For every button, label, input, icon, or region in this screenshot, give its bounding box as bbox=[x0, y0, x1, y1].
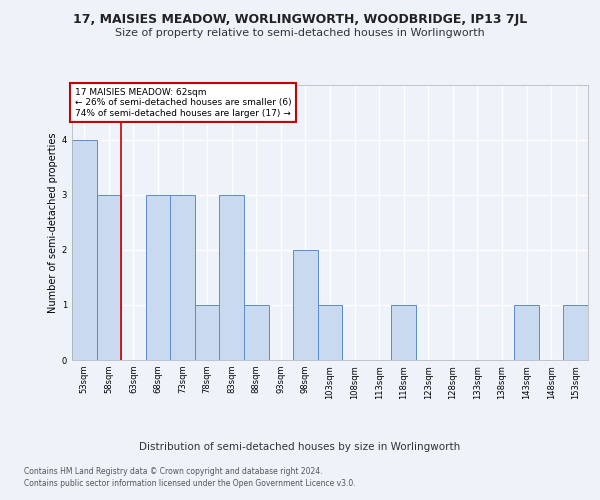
Bar bbox=[563, 305, 588, 360]
Bar bbox=[244, 305, 269, 360]
Text: Contains HM Land Registry data © Crown copyright and database right 2024.: Contains HM Land Registry data © Crown c… bbox=[24, 468, 323, 476]
Bar bbox=[97, 195, 121, 360]
Text: 17, MAISIES MEADOW, WORLINGWORTH, WOODBRIDGE, IP13 7JL: 17, MAISIES MEADOW, WORLINGWORTH, WOODBR… bbox=[73, 12, 527, 26]
Bar bbox=[318, 305, 342, 360]
Text: Distribution of semi-detached houses by size in Worlingworth: Distribution of semi-detached houses by … bbox=[139, 442, 461, 452]
Bar bbox=[220, 195, 244, 360]
Bar bbox=[170, 195, 195, 360]
Bar bbox=[293, 250, 318, 360]
Bar bbox=[146, 195, 170, 360]
Y-axis label: Number of semi-detached properties: Number of semi-detached properties bbox=[47, 132, 58, 313]
Text: Contains public sector information licensed under the Open Government Licence v3: Contains public sector information licen… bbox=[24, 479, 356, 488]
Bar bbox=[514, 305, 539, 360]
Bar bbox=[195, 305, 220, 360]
Text: 17 MAISIES MEADOW: 62sqm
← 26% of semi-detached houses are smaller (6)
74% of se: 17 MAISIES MEADOW: 62sqm ← 26% of semi-d… bbox=[75, 88, 292, 118]
Bar bbox=[72, 140, 97, 360]
Bar bbox=[391, 305, 416, 360]
Text: Size of property relative to semi-detached houses in Worlingworth: Size of property relative to semi-detach… bbox=[115, 28, 485, 38]
